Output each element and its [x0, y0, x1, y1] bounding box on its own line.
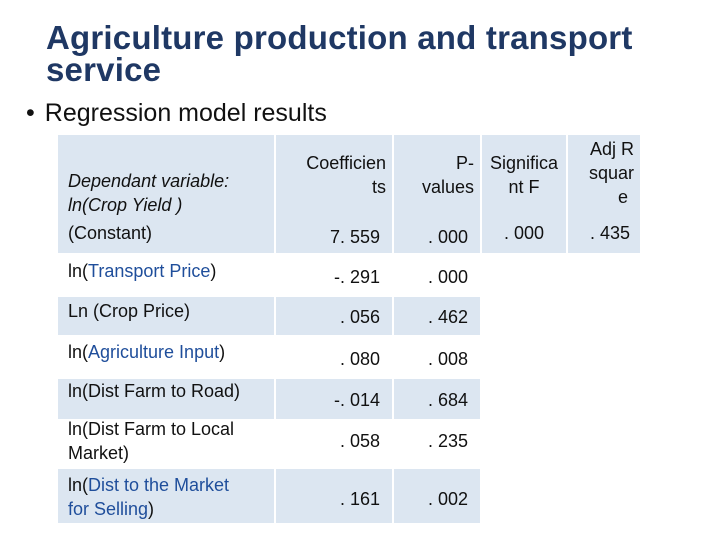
row-label: ln(Agriculture Input) [68, 340, 225, 364]
coef-value: -. 291 [333, 267, 380, 287]
slide-title: Agriculture production and transport ser… [46, 19, 633, 88]
pval-cell: . 684 [394, 379, 480, 419]
pval-value: . 000 [427, 227, 468, 247]
row-label: ln(Transport Price) [68, 259, 216, 283]
adj-header-3: e [617, 187, 628, 207]
row-label-line-1: ln(Dist Farm to Local [68, 419, 235, 439]
row-label-constant: (Constant) [68, 223, 153, 243]
table-row: ln(Dist Farm to Local Market) [58, 419, 274, 467]
header-pval-cell: P- values . 000 [394, 135, 480, 253]
adj-header-1: Adj R [589, 139, 634, 159]
row-label-line-2: for Selling) [68, 497, 154, 521]
bullet-dot-icon: • [26, 99, 35, 127]
coef-value: . 161 [339, 489, 380, 509]
table-row: ln(Dist to the Market for Selling) [58, 469, 274, 523]
pval-value: . 008 [427, 349, 468, 369]
pval-cell: . 462 [394, 297, 480, 335]
bullet-point: • Regression model results [26, 99, 327, 128]
label-post: ) [210, 261, 217, 281]
coef-header-1: Coefficien [306, 153, 386, 173]
coef-value: 7. 559 [329, 227, 380, 247]
table-row: ln(Transport Price) [58, 255, 274, 295]
label-highlight: Transport Price [88, 261, 211, 281]
table-row: ln(Dist Farm to Road) [58, 379, 274, 419]
header-adj-cell: Adj R squar e . 435 [568, 135, 640, 253]
coef-cell: . 056 [276, 297, 392, 335]
pval-value: . 462 [427, 307, 468, 327]
adj-value: . 435 [589, 223, 630, 243]
coef-header-2: ts [371, 177, 386, 197]
dep-line-2: ln(Crop Yield ) [68, 195, 183, 215]
pval-value: . 235 [427, 431, 468, 451]
sig-header-1: Significa [489, 153, 559, 173]
dep-line-1: Dependant variable: [68, 171, 230, 191]
coef-value: . 058 [339, 431, 380, 451]
pval-value: . 000 [427, 267, 468, 287]
pval-header-1: P- [456, 153, 474, 173]
header-dep-cell: Dependant variable: ln(Crop Yield ) (Con… [58, 135, 274, 253]
coef-value: -. 014 [333, 390, 380, 410]
table-row: Ln (Crop Price) [58, 297, 274, 335]
coef-cell: -. 014 [276, 379, 392, 419]
coef-value: . 056 [339, 307, 380, 327]
pval-cell: . 002 [394, 469, 480, 523]
label-post: ) [148, 499, 155, 519]
row-label-line-1: ln(Dist to the Market [68, 473, 229, 497]
header-coef-cell: Coefficien ts 7. 559 [276, 135, 392, 253]
pval-header-2: values [421, 177, 474, 197]
row-label-line-2: Market) [68, 443, 130, 463]
table-row: ln(Agriculture Input) [58, 337, 274, 377]
label-highlight: Dist to the Market [88, 475, 230, 495]
bullet-text: Regression model results [44, 99, 327, 127]
coef-cell: . 161 [276, 469, 392, 523]
label-post: ) [219, 342, 226, 362]
label-pre: ln( [68, 342, 89, 362]
pval-value: . 002 [427, 489, 468, 509]
pval-value: . 684 [427, 390, 468, 410]
row-label: ln(Dist Farm to Road) [68, 381, 241, 401]
coef-value: . 080 [339, 349, 380, 369]
label-highlight: Agriculture Input [88, 342, 220, 362]
header-sig-cell: Significa nt F . 000 [482, 135, 566, 253]
row-label: Ln (Crop Price) [68, 301, 191, 321]
adj-header-2: squar [588, 163, 634, 183]
label-pre: ln( [68, 261, 89, 281]
label-highlight: for Selling [68, 499, 149, 519]
sig-header-2: nt F [508, 177, 540, 197]
label-pre: ln( [68, 475, 89, 495]
sig-value: . 000 [503, 223, 545, 243]
